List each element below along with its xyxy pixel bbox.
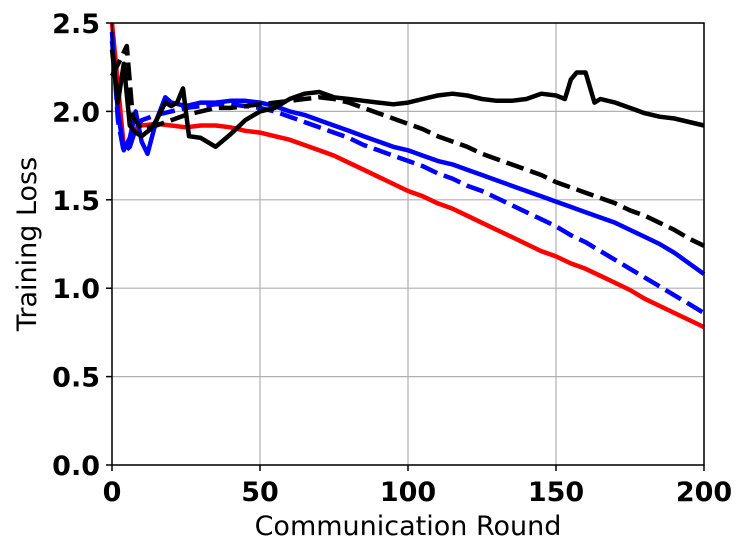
x-tick-label: 100	[380, 477, 436, 508]
y-tick-label: 2.5	[52, 9, 100, 40]
series-line-5	[109, 49, 705, 150]
y-tick-label: 1.0	[52, 274, 100, 305]
y-tick-label: 1.5	[52, 186, 100, 217]
x-axis-label: Communication Round	[255, 511, 562, 542]
x-tick-label: 0	[103, 477, 122, 508]
y-tick-label: 0.0	[52, 451, 100, 482]
series-line-2	[109, 31, 706, 315]
x-tick-label: 50	[241, 477, 279, 508]
y-axis-label: Training Loss	[12, 157, 43, 332]
plot-series	[109, 22, 706, 330]
x-tick-label: 200	[676, 477, 732, 508]
y-axis-ticks: 0.0 0.5 1.0 1.5 2.0 2.5	[52, 9, 112, 482]
x-axis-ticks: 0 50 100 150 200	[103, 465, 732, 508]
y-tick-label: 0.5	[52, 363, 100, 394]
grid	[111, 22, 705, 466]
x-tick-label: 150	[528, 477, 584, 508]
y-tick-label: 2.0	[52, 97, 100, 128]
series-line-1	[109, 22, 705, 330]
